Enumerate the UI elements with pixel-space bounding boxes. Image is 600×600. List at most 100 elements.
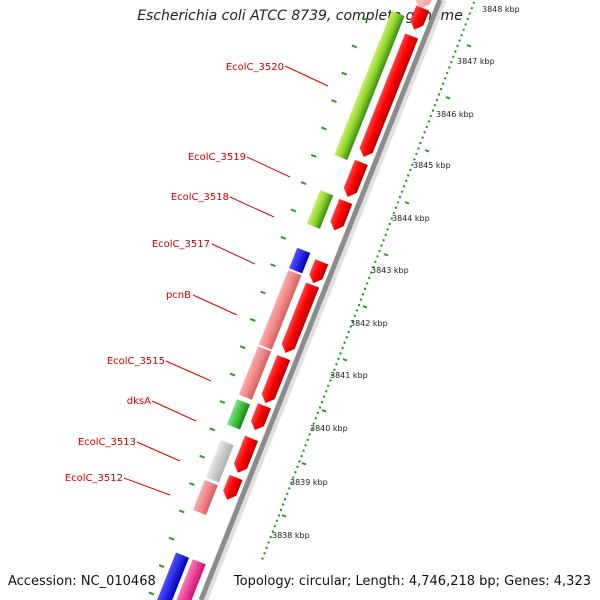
ruler-dot: [277, 514, 281, 517]
gene-label: EcolC_3515: [107, 356, 165, 367]
inner-tick: [219, 400, 226, 404]
ruler-dot: [296, 465, 299, 468]
scale-label: 3843 kbp: [371, 266, 409, 275]
scale-label: 3838 kbp: [272, 531, 310, 540]
ruler-major-tick: [321, 409, 327, 413]
ruler-dot: [298, 460, 301, 463]
gene-EcolC_3515-arrow: [238, 346, 272, 400]
ruler-major-tick: [342, 358, 348, 362]
ruler-dot: [320, 400, 324, 404]
ruler-dot: [310, 427, 313, 431]
ruler-dot: [413, 158, 416, 161]
ruler-dot: [458, 39, 461, 42]
inner-tick: [310, 153, 317, 158]
ruler-major-tick: [281, 514, 287, 518]
ruler-dot: [419, 141, 422, 145]
ruler-dot: [468, 12, 471, 15]
ruler-dot: [302, 449, 305, 452]
ruler-dot: [452, 55, 455, 58]
inner-tick: [361, 17, 368, 21]
ruler-major-tick: [466, 44, 472, 48]
ruler-dot: [359, 298, 363, 301]
ruler-dot: [357, 303, 361, 307]
scale-ruler: [261, 1, 476, 560]
inner-tick: [189, 482, 195, 486]
ruler-dot: [341, 346, 344, 350]
ruler-dot: [433, 104, 437, 107]
ruler-major-tick: [404, 201, 410, 205]
inner-tick: [321, 126, 327, 131]
ruler-dot: [407, 174, 410, 177]
forward-gene: [233, 435, 259, 473]
forward-gene: [309, 259, 329, 284]
gene-EcolC_3518-arrow: [306, 190, 334, 229]
ruler-dot: [273, 525, 277, 528]
ruler-dot: [265, 546, 268, 549]
ruler-dot: [314, 417, 318, 420]
ruler-dot: [335, 363, 338, 366]
inner-tick: [199, 454, 205, 459]
ruler-dot: [444, 77, 447, 80]
inner-tick: [260, 290, 266, 295]
ruler-dot: [400, 190, 404, 193]
gene-labels: EcolC_3520 EcolC_3519 EcolC_3518 EcolC_3…: [65, 62, 284, 484]
ruler-dot: [462, 28, 465, 31]
ruler-major-tick: [383, 253, 389, 257]
forward-gene: [330, 198, 353, 231]
ruler-major-tick: [445, 96, 451, 100]
forward-gene: [343, 159, 368, 197]
inner-tick: [331, 99, 337, 104]
ruler-dot: [380, 244, 383, 247]
ruler-dot: [349, 325, 352, 328]
scale-label: 3845 kbp: [413, 161, 451, 170]
ruler-dot: [269, 535, 272, 539]
ruler-dot: [388, 222, 391, 226]
reverse-gene: [170, 559, 206, 600]
scale-label: 3839 kbp: [290, 478, 328, 487]
ruler-dot: [361, 293, 365, 296]
gene-label: dksA: [127, 396, 151, 407]
inner-tick: [249, 317, 256, 322]
ruler-dot: [386, 228, 389, 231]
ruler-dot: [366, 282, 369, 285]
ruler-dot: [322, 395, 326, 398]
ruler-dot: [300, 454, 303, 458]
gene-dksA-arrow: [227, 399, 251, 430]
ruler-dot: [376, 255, 379, 258]
ruler-major-tick: [362, 305, 368, 309]
ruler-dot: [446, 71, 449, 75]
ruler-dot: [283, 498, 287, 501]
scale-labels: 3838 kbp 3839 kbp 3840 kbp 3841 kbp 3842…: [272, 5, 520, 540]
ruler-dot: [370, 271, 373, 274]
ruler-dot: [382, 239, 385, 242]
ruler-dot: [472, 1, 476, 4]
ruler-dot: [271, 530, 274, 533]
ruler-dot: [435, 98, 439, 102]
inner-tick: [168, 536, 175, 541]
inner-tick: [209, 427, 216, 432]
accession-label: Accession: NC_010468: [8, 574, 156, 589]
forward-gene: [281, 282, 320, 353]
ruler-major-tick: [424, 149, 430, 153]
forward-gene: [250, 403, 271, 431]
ruler-dot: [294, 471, 297, 474]
inner-tick: [341, 71, 348, 76]
ruler-dot: [460, 34, 463, 37]
inner-tick: [239, 345, 246, 350]
ruler-dot: [398, 195, 402, 199]
inner-tick: [280, 235, 287, 240]
ruler-dot: [263, 552, 266, 555]
gene-pcnB-arrow: [258, 270, 302, 350]
ruler-dot: [423, 131, 426, 134]
ruler-dot: [308, 433, 311, 436]
ruler-dot: [421, 136, 424, 139]
genome-backbone-shadow: [202, 0, 447, 600]
gene-EcolC_3513-arrow: [205, 440, 234, 483]
inner-tick: [300, 181, 307, 186]
forward-gene: [223, 474, 243, 500]
ruler-dot: [417, 147, 420, 150]
map-title: Escherichia coli ATCC 8739, complete gen…: [137, 8, 463, 24]
ruler-dot: [470, 7, 473, 10]
ruler-dot: [306, 438, 309, 442]
